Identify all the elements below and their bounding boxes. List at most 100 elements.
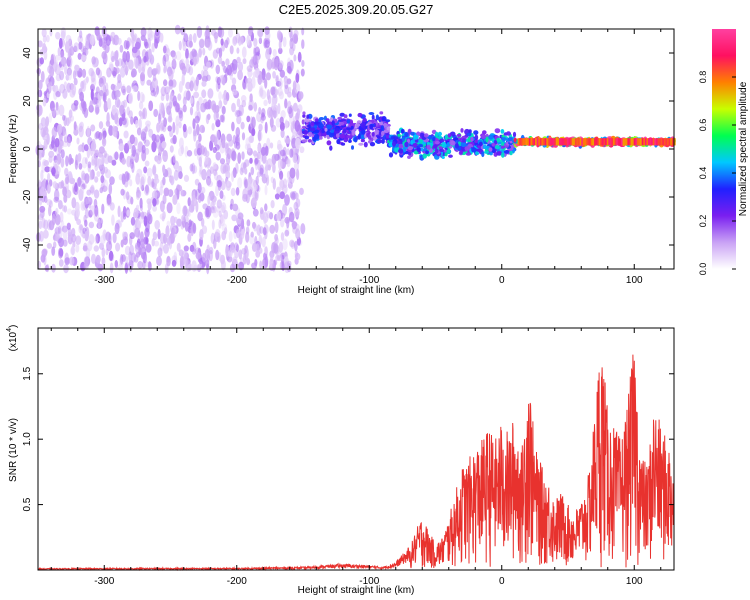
spectrogram-cell — [119, 254, 124, 265]
spectrogram-cell — [64, 41, 70, 53]
spectrogram-cell — [40, 186, 45, 198]
spectrogram-cell — [629, 138, 632, 146]
spectrogram-cell — [76, 153, 81, 166]
spectrogram-cell — [106, 240, 113, 252]
spectrogram-cell — [108, 250, 114, 261]
spectrogram-cell — [170, 92, 174, 100]
spectrogram-cell — [549, 138, 552, 146]
spectrogram-cell — [268, 212, 274, 220]
y-tick-label: 40 — [22, 47, 33, 59]
spectrogram-cell — [297, 51, 302, 63]
spectrogram-cell — [106, 198, 112, 207]
spectrogram-cell — [220, 38, 224, 46]
spectrogram-cell — [259, 164, 264, 175]
spectrogram-cell — [84, 173, 90, 184]
spectrogram-cell — [63, 205, 68, 213]
spectrogram-cell — [481, 134, 486, 139]
spectrogram-cell — [101, 154, 105, 166]
spectrogram-cell — [103, 150, 107, 158]
spectrogram-cell — [55, 31, 61, 40]
spectrogram-cell — [152, 198, 157, 207]
spectrogram-cell — [94, 204, 99, 217]
spectrogram-cell — [297, 104, 303, 113]
spectrogram-cell — [178, 81, 183, 93]
spectrogram-cell — [159, 185, 163, 196]
spectrogram-cell — [39, 197, 43, 206]
y-tick-label: 0.5 — [22, 497, 33, 511]
spectrogram-cell — [37, 40, 43, 48]
spectrogram-cell — [171, 53, 177, 61]
spectrogram-cell — [145, 120, 151, 127]
spectrogram-cell — [479, 141, 483, 146]
spectrogram-cell — [363, 141, 368, 148]
spectrogram-cell — [286, 159, 291, 168]
spectrogram-cell — [90, 88, 94, 101]
spectrogram-cell — [299, 187, 304, 195]
spectrogram-cell — [135, 192, 140, 200]
spectrogram-cell — [294, 120, 301, 132]
spectrogram-cell — [228, 28, 233, 38]
spectrogram-cell — [123, 130, 129, 139]
spectrogram-cell — [310, 122, 315, 127]
spectrogram-cell — [220, 163, 226, 175]
spectrogram-cell — [41, 217, 46, 229]
spectrogram-cell — [275, 117, 281, 128]
spectrogram-cell — [154, 29, 160, 37]
spectrogram-cell — [48, 81, 53, 92]
spectrogram-cell — [159, 102, 164, 112]
x-tick-label: -200 — [227, 275, 247, 286]
spectrogram-cell — [210, 232, 215, 244]
spectrogram-cell — [284, 216, 291, 224]
spectrogram-cell — [256, 224, 262, 236]
spectrogram-cell — [252, 150, 258, 157]
spectrogram-cell — [263, 99, 268, 107]
spectrogram-cell — [74, 64, 80, 72]
spectrogram-cell — [343, 136, 349, 143]
spectrogram-cell — [519, 138, 522, 146]
spectrogram-cell — [111, 90, 116, 100]
spectrogram-cell — [165, 92, 170, 102]
spectrogram-cell — [404, 141, 409, 148]
spectrogram-cell — [66, 82, 72, 93]
spectrogram-cell — [217, 26, 223, 38]
spectrogram-cell — [48, 113, 52, 123]
spectrogram-cell — [166, 255, 171, 267]
spectrogram-cell — [500, 129, 505, 134]
spectrogram-cell — [54, 227, 61, 235]
spectrogram-cell — [284, 137, 291, 144]
spectrogram-cell — [201, 126, 205, 133]
spectrogram-cell — [114, 50, 119, 63]
spectrogram-cell — [273, 153, 278, 162]
spectrogram-cell — [201, 80, 207, 87]
spectrogram-cell — [361, 129, 366, 135]
colorbar-tick-label: 0.0 — [698, 263, 708, 276]
spectrogram-cell — [39, 57, 44, 65]
spectrogram-cell — [539, 138, 543, 146]
spectrogram-cell — [218, 219, 222, 229]
spectrogram-cell — [144, 41, 149, 49]
spectrogram-cell — [289, 148, 294, 158]
spectrogram-cell — [137, 216, 144, 224]
spectrogram-cell — [192, 165, 198, 174]
spectrogram-cell — [301, 119, 305, 125]
spectrogram-cell — [246, 143, 251, 153]
spectrogram-cell — [47, 65, 53, 74]
spectrogram-cell — [272, 162, 276, 174]
spectrogram-cell — [229, 263, 236, 273]
spectrogram-cell — [131, 36, 135, 49]
spectrogram-cell — [123, 63, 128, 73]
spectrogram-cell — [111, 159, 117, 166]
spectrogram-cell — [198, 156, 202, 167]
spectrogram-cell — [121, 157, 126, 165]
snr-x-label: Height of straight line (km) — [298, 585, 415, 596]
spectrogram-cell — [665, 138, 668, 146]
colorbar: 0.0 0.2 0.4 0.6 0.8 Normalized spectral ampl… — [698, 29, 749, 275]
spectrogram-cell — [336, 132, 340, 138]
snr-panel: -300 -200 -100 0 100 0.5 1.0 1.5 Height of str… — [6, 325, 675, 596]
spectrogram-cell — [143, 166, 148, 174]
spectrogram-cell — [257, 129, 261, 142]
x-tick-label: -300 — [94, 275, 114, 286]
spectrogram-cell — [187, 126, 192, 135]
spectrogram-cell — [294, 250, 299, 258]
spectrogram-cell — [306, 114, 310, 119]
